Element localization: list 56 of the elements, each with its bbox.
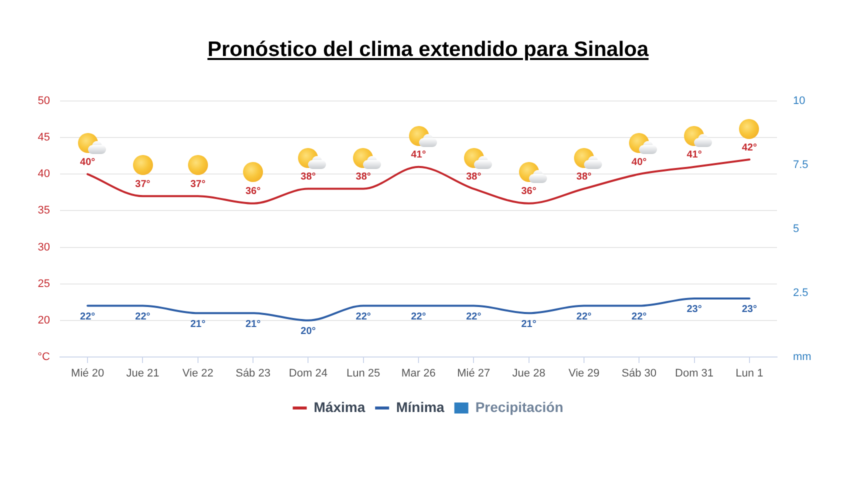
- data-label: 37°: [190, 178, 206, 190]
- x-tick-label: Vie 29: [568, 368, 600, 380]
- data-label: 40°: [632, 156, 647, 168]
- data-label: 21°: [245, 318, 261, 330]
- data-label: 38°: [576, 172, 592, 183]
- legend-label: Máxima: [314, 398, 366, 415]
- data-label: 22°: [466, 312, 482, 323]
- y-tick-label: 35: [38, 204, 50, 217]
- data-label: 36°: [521, 186, 536, 198]
- data-label: 41°: [686, 150, 702, 161]
- legend-label: Precipitación: [475, 398, 564, 415]
- y-tick-label: °C: [38, 351, 50, 364]
- data-label: 23°: [686, 304, 702, 316]
- data-label: 22°: [576, 312, 592, 323]
- y2-tick-label: 7.5: [793, 159, 808, 172]
- data-label: 36°: [245, 186, 261, 198]
- y-tick-label: 30: [38, 241, 50, 254]
- x-tick-label: Lun 25: [346, 368, 380, 380]
- x-tick-label: Jue 21: [126, 368, 160, 380]
- data-label: 22°: [80, 312, 96, 323]
- data-label: 38°: [356, 172, 371, 183]
- data-label: 20°: [300, 326, 316, 338]
- y2-tick-label: 5: [793, 223, 800, 236]
- x-tick-label: Mié 27: [457, 368, 490, 380]
- x-tick-label: Vie 22: [182, 368, 214, 380]
- data-label: 38°: [300, 172, 316, 183]
- y-tick-label: 50: [38, 95, 50, 108]
- data-label: 40°: [80, 156, 96, 168]
- data-label: 22°: [356, 312, 371, 323]
- data-label: 42°: [742, 142, 757, 154]
- x-tick-label: Mié 20: [71, 368, 104, 380]
- y-tick-label: 25: [38, 278, 50, 290]
- data-label: 21°: [521, 318, 536, 330]
- data-label: 22°: [135, 312, 150, 323]
- y-tick-label: 45: [38, 132, 50, 144]
- data-label: 21°: [190, 318, 206, 330]
- data-label: 38°: [466, 172, 482, 183]
- y2-tick-label: 10: [793, 95, 806, 108]
- y-tick-label: 40: [38, 168, 50, 180]
- x-tick-label: Dom 31: [675, 368, 714, 380]
- data-label: 37°: [135, 178, 150, 190]
- y2-tick-label: mm: [793, 351, 812, 364]
- x-tick-label: Sáb 23: [236, 368, 270, 380]
- chart-title: Pronóstico del clima extendido para Sinaloa: [206, 37, 650, 63]
- data-label: 22°: [632, 312, 647, 323]
- y2-tick-label: 2.5: [793, 287, 808, 300]
- x-tick-label: Mar 26: [401, 368, 436, 380]
- y-tick-label: 20: [38, 314, 50, 326]
- x-tick-label: Jue 28: [512, 368, 546, 380]
- data-label: 22°: [410, 312, 426, 323]
- x-tick-label: Lun 1: [736, 368, 764, 380]
- data-label: 41°: [410, 150, 426, 161]
- x-tick-label: Sáb 30: [622, 368, 657, 380]
- data-label: 23°: [742, 304, 757, 316]
- x-tick-label: Dom 24: [288, 368, 328, 380]
- legend-label: Mínima: [396, 398, 445, 415]
